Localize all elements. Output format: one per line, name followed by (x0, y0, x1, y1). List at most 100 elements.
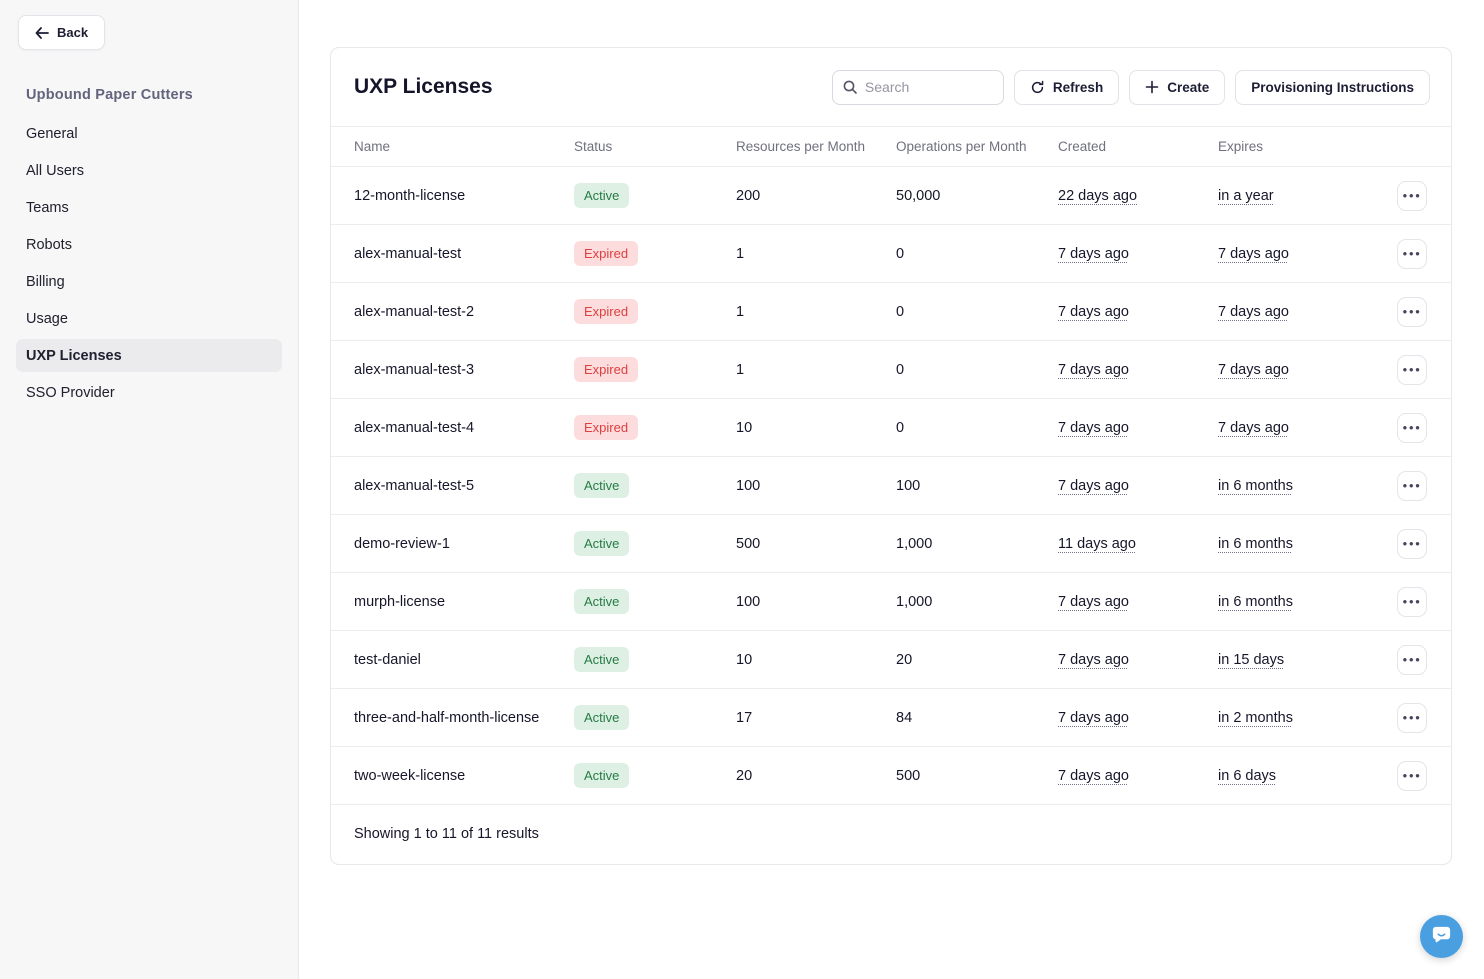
status-cell: Active (574, 630, 736, 689)
sidebar-item-label: All Users (26, 162, 85, 179)
operations-per-month-cell: 1,000 (896, 514, 1058, 573)
expires-value[interactable]: in 6 months (1218, 477, 1293, 494)
sidebar-item-usage[interactable]: Usage (16, 302, 282, 335)
expires-value[interactable]: 7 days ago (1218, 361, 1289, 378)
row-menu-button[interactable]: ●●● (1397, 644, 1427, 675)
license-name-cell: three-and-half-month-license (331, 688, 574, 747)
created-cell: 7 days ago (1058, 456, 1218, 515)
status-badge: Active (574, 183, 630, 208)
license-name: alex-manual-test-2 (354, 303, 475, 320)
expires-value[interactable]: 7 days ago (1218, 245, 1289, 262)
operations-per-month-cell: 0 (896, 398, 1058, 457)
created-value[interactable]: 7 days ago (1058, 303, 1129, 320)
sidebar-item-all-users[interactable]: All Users (16, 154, 282, 187)
expires-value[interactable]: in a year (1218, 187, 1274, 204)
resources-per-month-cell: 1 (736, 282, 896, 341)
search-input[interactable] (831, 69, 1004, 105)
operations-per-month-cell: 500 (896, 746, 1058, 805)
expires-value[interactable]: in 6 months (1218, 535, 1293, 552)
operations-per-month-cell: 84 (896, 688, 1058, 747)
table-body: 12-month-license Active 200 50,000 22 da… (331, 166, 1451, 805)
row-menu-button[interactable]: ●●● (1397, 702, 1427, 733)
created-value[interactable]: 7 days ago (1058, 245, 1129, 262)
created-value[interactable]: 7 days ago (1058, 419, 1129, 436)
sidebar-item-billing[interactable]: Billing (16, 265, 282, 298)
status-cell: Active (574, 456, 736, 515)
status-badge: Active (574, 531, 630, 556)
row-actions-cell: ●●● (1397, 398, 1451, 457)
row-menu-button[interactable]: ●●● (1397, 296, 1427, 327)
license-name-cell: demo-review-1 (331, 514, 574, 573)
expires-value[interactable]: 7 days ago (1218, 303, 1289, 320)
refresh-button[interactable]: Refresh (1013, 69, 1120, 105)
create-button[interactable]: Create (1129, 69, 1226, 105)
row-menu-button[interactable]: ●●● (1397, 760, 1427, 791)
expires-value[interactable]: in 6 days (1218, 767, 1277, 784)
created-value[interactable]: 7 days ago (1058, 477, 1129, 494)
status-cell: Expired (574, 282, 736, 341)
refresh-button-label: Refresh (1052, 79, 1104, 95)
created-value[interactable]: 11 days ago (1058, 535, 1136, 552)
status-badge: Active (574, 705, 630, 730)
column-header-operations-per-month: Operations per Month (896, 126, 1058, 167)
expires-cell: in 6 months (1218, 456, 1397, 515)
status-cell: Active (574, 166, 736, 225)
operations-per-month-cell: 0 (896, 282, 1058, 341)
row-menu-button[interactable]: ●●● (1397, 412, 1427, 443)
row-menu-button[interactable]: ●●● (1397, 470, 1427, 501)
license-name: demo-review-1 (354, 535, 450, 552)
created-value[interactable]: 7 days ago (1058, 593, 1129, 610)
operations-per-month-cell: 0 (896, 224, 1058, 283)
sidebar-item-robots[interactable]: Robots (16, 228, 282, 261)
plus-icon (1145, 80, 1159, 94)
status-cell: Expired (574, 224, 736, 283)
resources-per-month-cell: 200 (736, 166, 896, 225)
row-menu-button[interactable]: ●●● (1397, 528, 1427, 559)
status-cell: Expired (574, 340, 736, 399)
ellipsis-icon: ●●● (1402, 364, 1422, 374)
expires-value[interactable]: in 2 months (1218, 709, 1293, 726)
row-menu-button[interactable]: ●●● (1397, 180, 1427, 211)
sidebar-item-label: SSO Provider (26, 384, 115, 401)
resources-per-month-cell: 20 (736, 746, 896, 805)
sidebar-item-label: General (26, 125, 78, 142)
provisioning-instructions-button[interactable]: Provisioning Instructions (1235, 69, 1430, 105)
expires-value[interactable]: 7 days ago (1218, 419, 1289, 436)
sidebar-item-sso-provider[interactable]: SSO Provider (16, 376, 282, 409)
created-value[interactable]: 7 days ago (1058, 709, 1129, 726)
status-badge: Expired (574, 415, 639, 440)
created-value[interactable]: 7 days ago (1058, 651, 1129, 668)
search-wrap (831, 69, 1004, 105)
row-menu-button[interactable]: ●●● (1397, 586, 1427, 617)
sidebar-item-label: Usage (26, 310, 68, 327)
operations-per-month-cell: 50,000 (896, 166, 1058, 225)
refresh-icon (1030, 80, 1045, 95)
row-menu-button[interactable]: ●●● (1397, 354, 1427, 385)
row-menu-button[interactable]: ●●● (1397, 238, 1427, 269)
status-cell: Active (574, 572, 736, 631)
created-value[interactable]: 22 days ago (1058, 187, 1138, 204)
row-actions-cell: ●●● (1397, 340, 1451, 399)
created-value[interactable]: 7 days ago (1058, 767, 1129, 784)
sidebar-item-general[interactable]: General (16, 117, 282, 150)
created-value[interactable]: 7 days ago (1058, 361, 1129, 378)
expires-value[interactable]: in 15 days (1218, 651, 1285, 668)
table-row: alex-manual-test Expired 1 0 7 days ago … (331, 224, 1451, 283)
status-cell: Active (574, 746, 736, 805)
expires-value[interactable]: in 6 months (1218, 593, 1293, 610)
status-badge: Active (574, 763, 630, 788)
row-actions-cell: ●●● (1397, 746, 1451, 805)
table-row: alex-manual-test-3 Expired 1 0 7 days ag… (331, 340, 1451, 399)
ellipsis-icon: ●●● (1402, 480, 1422, 490)
column-header-created: Created (1058, 126, 1218, 167)
chat-launcher-button[interactable] (1420, 915, 1463, 958)
back-button[interactable]: Back (18, 15, 106, 50)
sidebar-item-teams[interactable]: Teams (16, 191, 282, 224)
status-badge: Active (574, 589, 630, 614)
license-name: alex-manual-test-3 (354, 361, 475, 378)
expires-cell: 7 days ago (1218, 398, 1397, 457)
row-actions-cell: ●●● (1397, 688, 1451, 747)
sidebar-item-uxp-licenses[interactable]: UXP Licenses (16, 339, 282, 372)
created-cell: 22 days ago (1058, 166, 1218, 225)
sidebar-item-label: Billing (26, 273, 65, 290)
